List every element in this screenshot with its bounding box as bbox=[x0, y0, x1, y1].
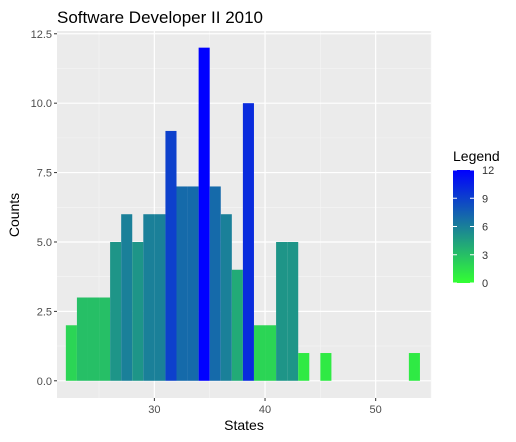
legend-tick-label: 0 bbox=[482, 278, 488, 290]
y-tick-label: 10.0 bbox=[31, 98, 52, 110]
bar bbox=[408, 353, 420, 381]
bar bbox=[287, 241, 299, 381]
legend-ticks: 12 9 6 3 0 bbox=[453, 165, 494, 290]
y-tick-label: 2.5 bbox=[37, 306, 52, 318]
bar bbox=[176, 186, 188, 381]
bar bbox=[198, 47, 210, 381]
chart-title: Software Developer II 2010 bbox=[57, 8, 263, 27]
bar bbox=[265, 325, 277, 381]
bar bbox=[220, 214, 232, 381]
legend-colorbar bbox=[453, 170, 474, 283]
bar bbox=[143, 214, 155, 381]
bar bbox=[121, 214, 133, 381]
bar bbox=[187, 186, 199, 381]
bar bbox=[242, 103, 254, 381]
y-tick-label: 0.0 bbox=[37, 376, 52, 388]
legend-tick-label: 6 bbox=[482, 222, 488, 234]
bars bbox=[65, 47, 420, 381]
bar bbox=[132, 241, 144, 381]
bar bbox=[99, 297, 111, 381]
bar bbox=[165, 130, 177, 381]
bar bbox=[76, 297, 88, 381]
bar bbox=[110, 241, 122, 381]
x-tick-label: 30 bbox=[148, 404, 160, 416]
bar bbox=[209, 186, 221, 381]
y-tick-label: 12.5 bbox=[31, 29, 52, 41]
x-axis-label: States bbox=[224, 417, 264, 433]
bar bbox=[154, 214, 166, 381]
x-tick-label: 50 bbox=[370, 404, 382, 416]
y-axis-label: Counts bbox=[6, 193, 22, 237]
x-axis: 30 40 50 bbox=[148, 398, 382, 416]
y-tick-label: 7.5 bbox=[37, 168, 52, 180]
legend-tick-label: 3 bbox=[482, 250, 488, 262]
legend: Legend 12 9 6 3 0 bbox=[453, 148, 500, 290]
bar bbox=[231, 269, 243, 381]
bar bbox=[298, 353, 310, 381]
bar bbox=[253, 325, 266, 381]
bar bbox=[87, 297, 100, 381]
legend-title: Legend bbox=[453, 148, 500, 164]
x-tick-label: 40 bbox=[259, 404, 271, 416]
legend-tick-label: 12 bbox=[482, 165, 494, 177]
legend-tick-label: 9 bbox=[482, 193, 488, 205]
bar bbox=[320, 353, 332, 381]
y-tick-label: 5.0 bbox=[37, 237, 52, 249]
y-axis: 0.0 2.5 5.0 7.5 10.0 12.5 bbox=[31, 29, 57, 388]
bar bbox=[65, 325, 77, 381]
bar bbox=[276, 241, 288, 381]
